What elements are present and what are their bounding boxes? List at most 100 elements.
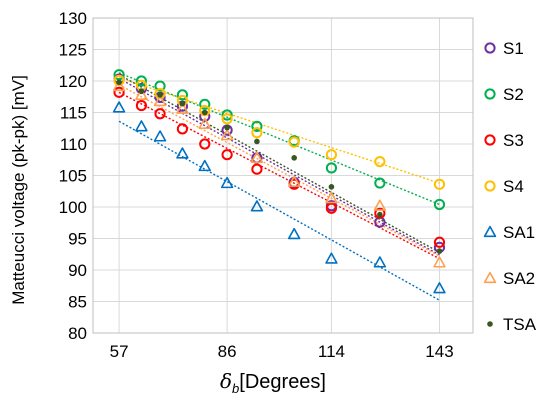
point-s4 <box>374 156 386 168</box>
point-s3 <box>433 236 446 248</box>
point-sa1 <box>325 252 338 264</box>
legend-label-sa1: SA1 <box>503 223 535 242</box>
point-sa2 <box>325 191 338 204</box>
y-tick-label: 115 <box>60 104 87 123</box>
legend-marker-sa2 <box>483 271 497 284</box>
y-tick-label: 110 <box>60 135 87 154</box>
point-s4 <box>433 178 446 190</box>
trendline-s1 <box>118 77 440 256</box>
y-tick-label: 120 <box>59 72 87 91</box>
y-tick-label: 85 <box>68 293 87 312</box>
x-axis-ticks: 57 86 114 143 <box>110 342 454 361</box>
point-s2 <box>374 177 386 189</box>
point-tsa <box>179 100 186 107</box>
x-axis-title: δb[Degrees] <box>220 369 326 396</box>
legend-marker-sa1 <box>483 225 497 238</box>
legend-marker-s4 <box>484 180 496 192</box>
y-tick-label: 125 <box>59 41 87 60</box>
point-s2 <box>154 80 166 92</box>
y-tick-label: 130 <box>59 9 87 28</box>
point-s3 <box>251 163 263 175</box>
point-sa1 <box>176 147 189 159</box>
point-sa2 <box>220 128 234 141</box>
trendline-tsa <box>118 74 440 253</box>
x-tick-label: 86 <box>218 342 237 361</box>
legend-marker-s2 <box>484 88 496 100</box>
point-s3 <box>135 99 148 112</box>
point-tsa <box>328 184 335 190</box>
point-tsa <box>201 109 208 116</box>
point-sa2 <box>176 102 189 114</box>
point-sa2 <box>287 175 301 187</box>
legend: S1 S2 S3 S4 SA1 SA2 TSA <box>483 39 537 334</box>
x-axis-unit: [Degrees] <box>239 371 326 393</box>
x-axis-subscript: b <box>232 381 239 396</box>
point-s4 <box>221 113 233 125</box>
legend-marker-s3 <box>484 134 496 146</box>
point-sa2 <box>250 151 264 163</box>
point-s4 <box>325 149 338 161</box>
y-axis-title: Matteucci voltage (pk-pk) [mV] <box>9 75 28 305</box>
trendline-s4 <box>118 77 440 184</box>
trendlines <box>118 72 440 301</box>
point-tsa <box>138 88 145 94</box>
grid <box>93 18 473 333</box>
point-sa1 <box>220 176 234 189</box>
point-tsa <box>436 248 443 254</box>
point-tsa <box>291 155 297 161</box>
point-s3 <box>374 207 386 219</box>
trendline-s3 <box>118 91 440 260</box>
legend-label-s1: S1 <box>503 39 524 58</box>
point-s3 <box>199 138 211 150</box>
point-s2 <box>176 89 189 101</box>
point-s4 <box>154 88 166 100</box>
point-s3 <box>325 202 338 214</box>
point-s4 <box>251 127 263 139</box>
point-sa1 <box>135 120 148 132</box>
y-tick-label: 95 <box>68 230 87 249</box>
y-tick-label: 80 <box>68 324 87 343</box>
point-s2 <box>221 109 233 121</box>
point-sa2 <box>373 199 387 211</box>
point-s3 <box>176 123 189 135</box>
y-tick-label: 105 <box>59 167 87 186</box>
point-sa2 <box>198 117 211 129</box>
point-tsa <box>224 124 230 131</box>
point-sa1 <box>287 227 301 240</box>
legend-label-tsa: TSA <box>503 315 537 334</box>
legend-marker-tsa <box>487 321 493 327</box>
point-sa2 <box>433 256 446 268</box>
plot-area <box>92 17 474 334</box>
point-sa1 <box>373 256 387 268</box>
x-tick-label: 143 <box>425 342 453 361</box>
legend-label-s4: S4 <box>503 177 524 196</box>
legend-label-sa2: SA2 <box>503 269 535 288</box>
point-s3 <box>154 108 166 120</box>
trendline-sa1 <box>118 120 440 301</box>
point-sa1 <box>153 130 167 142</box>
point-s2 <box>325 162 338 174</box>
trendline-sa2 <box>118 84 440 257</box>
point-sa2 <box>153 94 167 107</box>
point-sa2 <box>112 79 126 92</box>
point-s2 <box>433 198 446 211</box>
point-sa1 <box>112 101 126 113</box>
point-sa1 <box>250 200 264 212</box>
point-s2 <box>251 120 263 132</box>
point-s3 <box>221 149 233 161</box>
legend-marker-s1 <box>484 42 496 54</box>
y-axis-ticks: 130 125 120 115 110 105 100 95 90 85 80 <box>59 9 87 343</box>
data-points <box>112 69 446 294</box>
point-tsa <box>254 138 260 145</box>
x-axis-symbol: δ <box>220 369 232 393</box>
legend-label-s2: S2 <box>503 85 524 104</box>
point-sa2 <box>135 88 148 100</box>
point-s2 <box>113 69 125 81</box>
point-s2 <box>135 75 148 87</box>
point-s2 <box>199 98 211 110</box>
point-tsa <box>157 92 163 98</box>
point-tsa <box>116 79 122 86</box>
legend-label-s3: S3 <box>503 131 524 150</box>
point-s3 <box>113 86 125 98</box>
